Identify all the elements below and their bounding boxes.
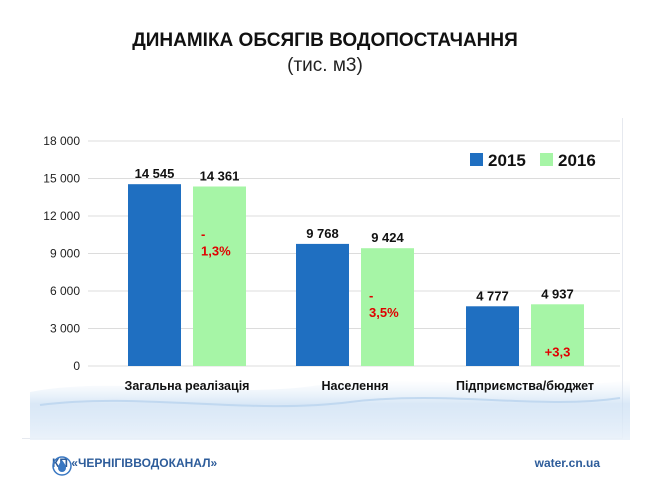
bar-2016 [361,248,414,366]
bar-value-label: 9 768 [306,226,339,241]
change-label: - [369,288,373,303]
bar-2016 [193,186,246,366]
bar-value-label: 9 424 [371,230,404,245]
bar-2015 [466,306,519,366]
y-tick-label: 3 000 [50,322,80,336]
water-drop-icon [52,456,72,476]
bar-value-label: 14 361 [200,168,240,183]
bar-value-label: 4 777 [476,288,509,303]
change-label: 1,3% [201,243,231,258]
organization-name: КП «ЧЕРНІГІВВОДОКАНАЛ» [52,456,218,470]
footer-organization: КП «ЧЕРНІГІВВОДОКАНАЛ» [52,456,218,476]
category-label: Населення [321,379,388,393]
change-label: +3,3 [545,344,571,359]
chart-title: ДИНАМІКА ОБСЯГІВ ВОДОПОСТАЧАННЯ [132,30,518,51]
legend-label-2016: 2016 [558,151,596,170]
bar-value-label: 14 545 [135,166,175,181]
y-tick-label: 15 000 [43,172,80,186]
bar-2015 [128,184,181,366]
chart-subtitle: (тис. м3) [287,55,363,76]
bar-2016 [531,304,584,366]
y-tick-label: 6 000 [50,284,80,298]
change-label: 3,5% [369,305,399,320]
category-label: Загальна реалізація [125,379,250,393]
legend-swatch-2015 [470,153,483,166]
water-wave [30,380,630,440]
bar-2015 [296,243,349,366]
legend-label-2015: 2015 [488,151,526,170]
y-tick-label: 18 000 [43,134,80,148]
y-tick-label: 9 000 [50,247,80,261]
y-tick-label: 12 000 [43,209,80,223]
category-label: Підприємства/бюджет [456,379,594,393]
bar-value-label: 4 937 [541,286,574,301]
water-splash-decoration [30,380,630,440]
website-link[interactable]: water.cn.ua [534,456,600,470]
change-label: - [201,226,205,241]
y-tick-label: 0 [73,359,80,373]
legend-swatch-2016 [540,153,553,166]
water-wave-line [39,397,621,408]
